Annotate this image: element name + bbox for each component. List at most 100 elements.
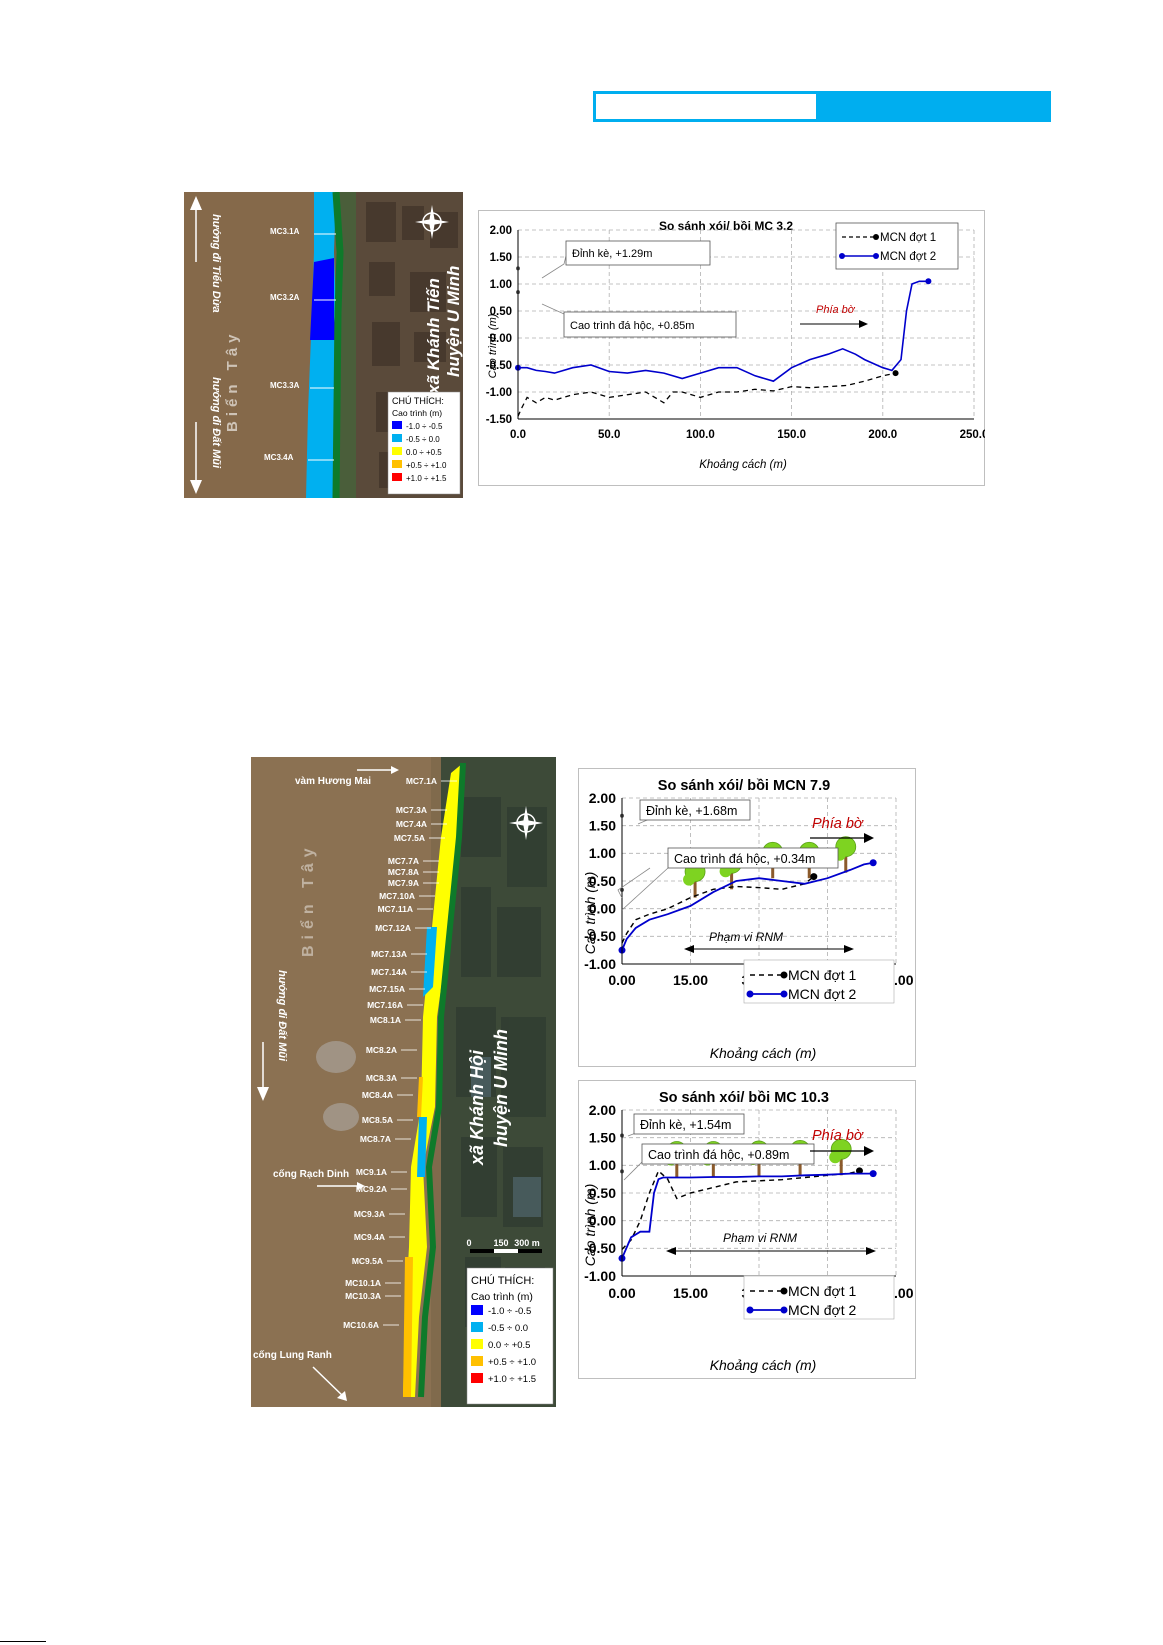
data-point: [869, 859, 877, 867]
district-label: huyện U Minh: [444, 266, 463, 377]
station-label: MC3.3A: [270, 381, 300, 390]
legend: MCN đợt 1 MCN đợt 2: [835, 222, 959, 270]
annotation-phia-bo: Phía bờ: [812, 816, 864, 832]
y-axis-label: Cao trình (m): [487, 313, 499, 378]
station-label: MC7.7A: [388, 856, 419, 866]
station-label: MC8.4A: [362, 1090, 393, 1100]
legend-box: CHÚ THÍCH: Cao trình (m) -1.0 ÷ -0.5 -0.…: [466, 1267, 554, 1405]
x-tick-label: 100.0: [686, 429, 715, 441]
station-label: MC7.16A: [367, 1000, 403, 1010]
y-tick-label: -0.50: [584, 928, 616, 944]
legend-title: CHÚ THÍCH:: [471, 1274, 534, 1287]
station-label: MC10.1A: [345, 1278, 381, 1288]
legend-item-label: -0.5 ÷ 0.0: [488, 1323, 528, 1334]
y-axis-label: Cao trình (m): [582, 1184, 598, 1266]
station-label: MC7.3A: [396, 805, 427, 815]
legend-swatch: [471, 1305, 483, 1315]
station-label: MC7.8A: [388, 867, 419, 877]
scale-label: 150: [493, 1238, 508, 1248]
legend-item-label: +1.0 ÷ +1.5: [406, 474, 447, 483]
annotation-text: Đỉnh kè, +1.68m: [646, 804, 737, 818]
data-point: [892, 370, 899, 377]
scale-label: 0: [466, 1238, 471, 1248]
range-arrow-icon: [666, 1247, 876, 1255]
annotation-pham-vi: Phạm vi RNM: [723, 1231, 797, 1245]
arrow-down-icon: [257, 1042, 269, 1101]
legend: MCN đợt 1 MCN đợt 2: [743, 1275, 895, 1320]
annotation-phia-bo: Phía bờ: [812, 1128, 864, 1144]
legend-swatch: [471, 1339, 483, 1349]
station-label: MC3.2A: [270, 293, 300, 302]
legend-swatch: [471, 1373, 483, 1383]
annotation-text: Cao trình đá hộc, +0.34m: [674, 852, 815, 866]
legend-box: CHÚ THÍCH: Cao trình (m) -1.0 ÷ -0.5 -0.…: [387, 391, 461, 495]
y-tick-label: -0.50: [584, 1240, 616, 1256]
y-tick-label: 0.00: [490, 333, 512, 345]
annotation-text: Đỉnh kè, +1.29m: [572, 248, 652, 260]
range-arrow-icon: [684, 945, 854, 953]
y-tick-label: 0.00: [589, 901, 616, 917]
y-tick-label: -1.50: [486, 414, 512, 426]
place-label-mid: cống Rạch Dinh: [273, 1168, 349, 1180]
annotation-pham-vi: Phạm vi RNM: [709, 930, 783, 944]
scale-label: 300 m: [514, 1238, 540, 1248]
station-label: MC8.1A: [370, 1015, 401, 1025]
station-label: MC7.5A: [394, 833, 425, 843]
annotation-text: Cao trình đá hộc, +0.85m: [570, 320, 694, 332]
station-label: MC9.5A: [352, 1256, 383, 1266]
x-tick-label: 200.0: [868, 429, 897, 441]
chart-title: So sánh xói/ bồi MC 10.3: [659, 1090, 829, 1106]
legend-entry: MCN đợt 2: [880, 251, 936, 263]
series-line-2: [621, 861, 874, 951]
series-line-1: [517, 372, 896, 417]
data-point: [810, 873, 818, 881]
annotation-phia-bo: Phía bờ: [816, 304, 856, 316]
x-axis-label: Khoảng cách (m): [710, 1045, 817, 1061]
direction-bottom-label: hướng đi Đất Mũi: [210, 377, 222, 469]
station-label: MC7.10A: [379, 891, 415, 901]
station-label: MC9.1A: [356, 1167, 387, 1177]
station-label: MC7.4A: [396, 819, 427, 829]
annotation-dinh-ke: Đỉnh kè, +1.54m: [627, 1113, 745, 1137]
y-tick-label: 1.50: [589, 1130, 616, 1146]
y-tick-label: -1.00: [486, 387, 512, 399]
y-tick-label: -0.50: [486, 360, 512, 372]
legend-item-label: +1.0 ÷ +1.5: [488, 1374, 536, 1385]
data-point: [869, 1170, 877, 1178]
annotation-da-hoc: Cao trình đá hộc, +0.34m: [617, 847, 839, 911]
station-label: MC7.9A: [388, 878, 419, 888]
legend-swatch: [392, 473, 402, 481]
legend-item-label: +0.5 ÷ +1.0: [406, 461, 447, 470]
commune-label: xã Khánh Tiến: [424, 278, 443, 395]
station-label: MC8.3A: [366, 1073, 397, 1083]
y-tick-label: 2.00: [589, 1102, 616, 1118]
series-line-2: [621, 1172, 874, 1259]
x-tick-label: 15.00: [673, 972, 708, 988]
x-axis-label: Khoảng cách (m): [710, 1357, 817, 1373]
annotation-dinh-ke: Đỉnh kè, +1.68m: [637, 799, 751, 825]
station-label: MC7.12A: [375, 923, 411, 933]
station-label: MC7.14A: [371, 967, 407, 977]
data-point: [855, 1167, 863, 1175]
arrow-right-icon: [357, 766, 399, 774]
arrow-right-icon: [317, 1182, 365, 1190]
x-tick-label: 15.00: [673, 1285, 708, 1301]
x-tick-label: 150.0: [777, 429, 806, 441]
annotation-dinh-ke: Đỉnh kè, +1.29m: [541, 240, 711, 279]
y-tick-label: -1.00: [584, 956, 616, 972]
x-axis-label: Khoảng cách (m): [699, 459, 787, 471]
station-label: MC8.2A: [366, 1045, 397, 1055]
chart-mc-3-2: So sánh xói/ bồi MC 3.2 0.0 50.0 100.0 150.…: [478, 210, 985, 486]
legend-item-label: 0.0 ÷ +0.5: [488, 1340, 530, 1351]
legend-swatch: [392, 447, 402, 455]
annotation-text: Đỉnh kè, +1.54m: [640, 1118, 731, 1132]
legend-item-label: -1.0 ÷ -0.5: [488, 1306, 531, 1317]
station-label: MC8.5A: [362, 1115, 393, 1125]
arrow-right-icon: [810, 833, 874, 843]
y-tick-label: 1.50: [589, 818, 616, 834]
annotation-da-hoc: Cao trình đá hộc, +0.85m: [541, 303, 737, 338]
y-tick-label: 2.00: [490, 225, 512, 237]
tree-icon: [829, 1138, 852, 1176]
station-label: MC7.13A: [371, 949, 407, 959]
place-label-bottom: cống Lung Ranh: [253, 1349, 332, 1361]
